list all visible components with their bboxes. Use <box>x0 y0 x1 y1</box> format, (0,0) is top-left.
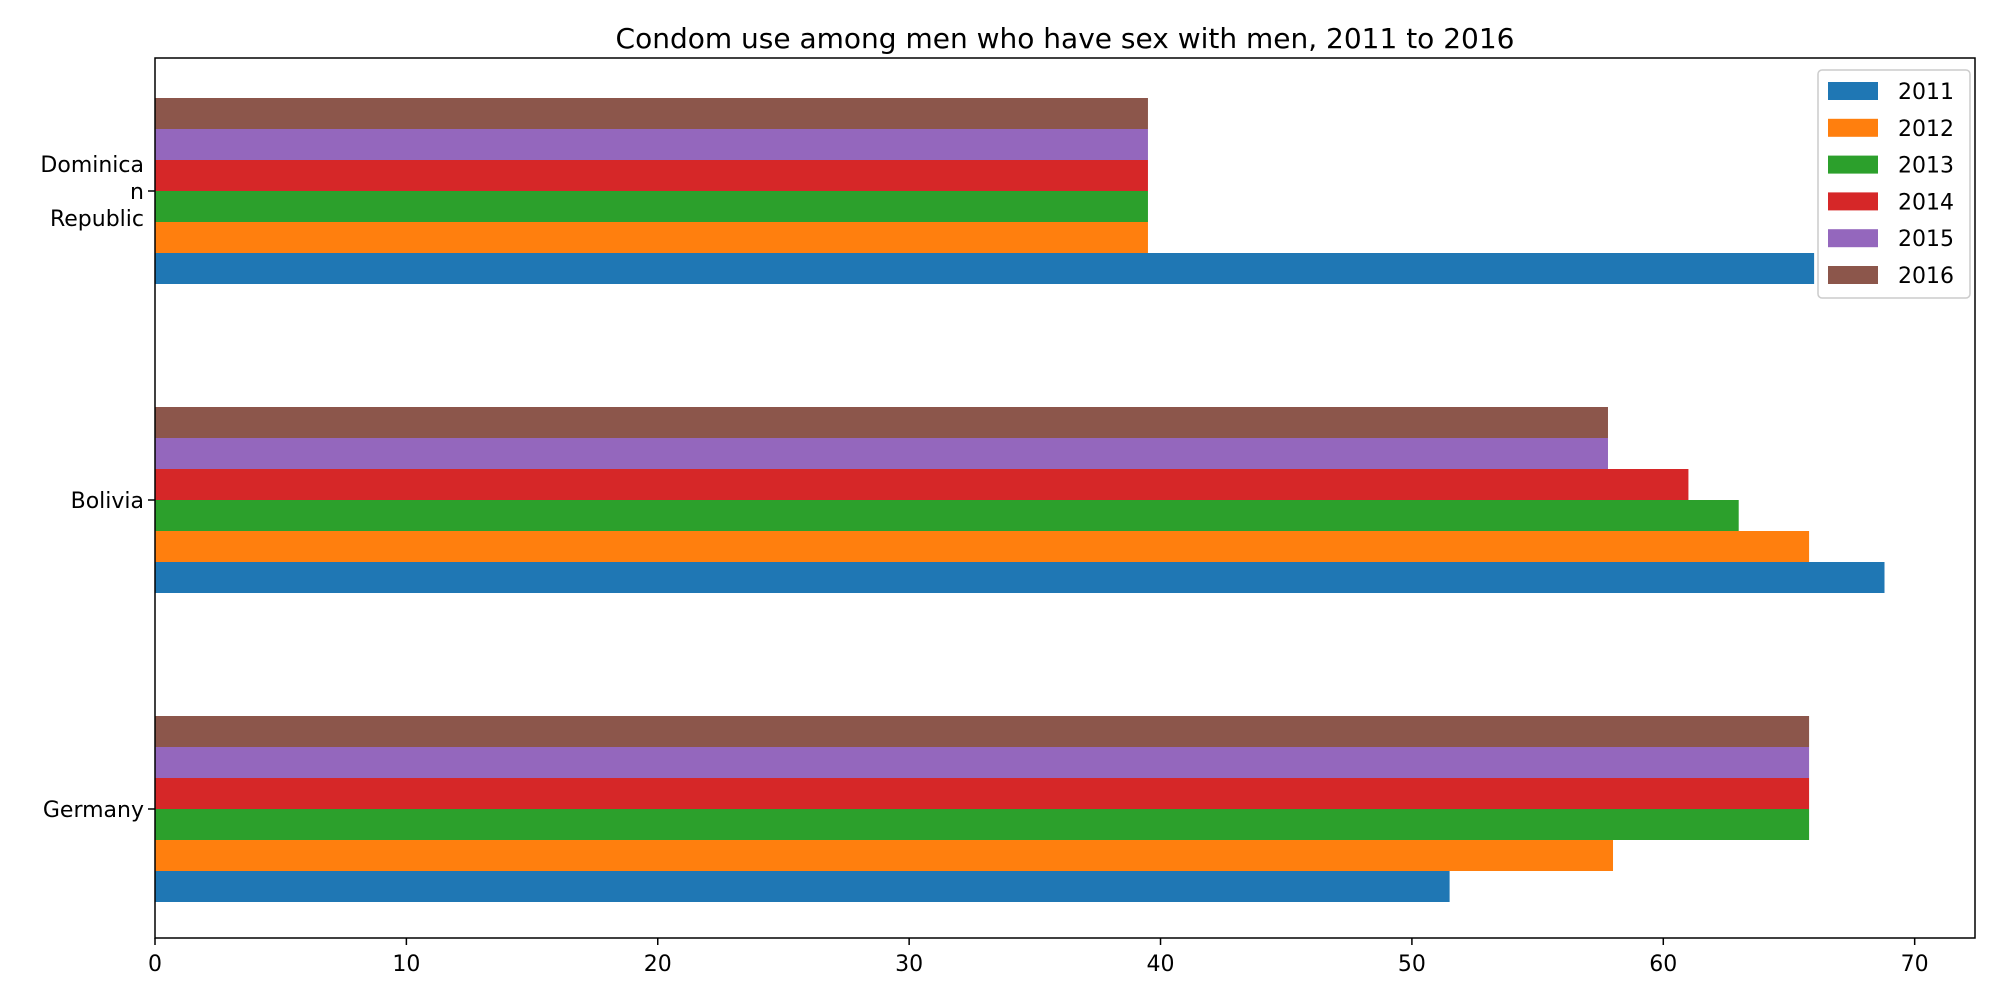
bar-2016-0 <box>155 716 1810 747</box>
bars-group <box>155 98 1885 902</box>
x-axis: 0 10 20 30 40 50 60 70 <box>148 938 1929 977</box>
x-tick-label: 70 <box>1901 952 1929 977</box>
legend-label-2015: 2015 <box>1898 227 1954 252</box>
legend-swatch-2011 <box>1828 82 1878 100</box>
legend-swatch-2012 <box>1828 118 1878 137</box>
legend-swatch-2014 <box>1828 192 1878 211</box>
bar-2014-1 <box>155 469 1689 500</box>
x-tick-label: 50 <box>1398 952 1426 977</box>
bar-2012-0 <box>155 840 1614 871</box>
legend-swatch-2013 <box>1828 155 1878 174</box>
chart-title: Condom use among men who have sex with m… <box>616 22 1515 55</box>
x-tick-label: 40 <box>1147 952 1175 977</box>
bar-2014-2 <box>155 160 1148 191</box>
bar-2015-2 <box>155 129 1148 160</box>
bar-2013-0 <box>155 809 1810 840</box>
plot-frame <box>154 57 1976 939</box>
bar-2013-2 <box>155 191 1148 222</box>
legend-label-2011: 2011 <box>1898 80 1954 105</box>
bar-2016-2 <box>155 98 1148 129</box>
bar-2012-1 <box>155 531 1810 562</box>
bar-2014-0 <box>155 778 1810 809</box>
legend-label-2012: 2012 <box>1898 117 1954 142</box>
bar-2012-2 <box>155 222 1148 253</box>
bar-2011-0 <box>155 871 1450 902</box>
x-tick-label: 10 <box>392 952 420 977</box>
x-tick-label: 60 <box>1649 952 1677 977</box>
y-tick-label: Germany <box>43 798 144 823</box>
bar-2015-1 <box>155 438 1608 469</box>
bar-2011-1 <box>155 562 1885 593</box>
y-tick-label: Bolivia <box>71 489 144 514</box>
x-tick-label: 20 <box>644 952 672 977</box>
legend-swatch-2015 <box>1828 229 1878 248</box>
x-tick-label: 30 <box>895 952 923 977</box>
bar-2013-1 <box>155 500 1739 531</box>
bar-2015-0 <box>155 747 1810 778</box>
legend-swatch-2016 <box>1828 266 1878 284</box>
legend-label-2014: 2014 <box>1898 190 1954 215</box>
bar-2016-1 <box>155 407 1608 438</box>
y-axis: Germany Bolivia Dominica n Republic <box>40 153 155 823</box>
legend-label-2016: 2016 <box>1898 264 1954 289</box>
x-tick-label: 0 <box>148 952 162 977</box>
legend: 2011 2012 2013 2014 2015 2016 <box>1817 69 1971 299</box>
bar-2011-2 <box>155 253 1815 284</box>
y-tick-label: Dominica n Republic <box>40 153 144 232</box>
legend-label-2013: 2013 <box>1898 154 1954 179</box>
